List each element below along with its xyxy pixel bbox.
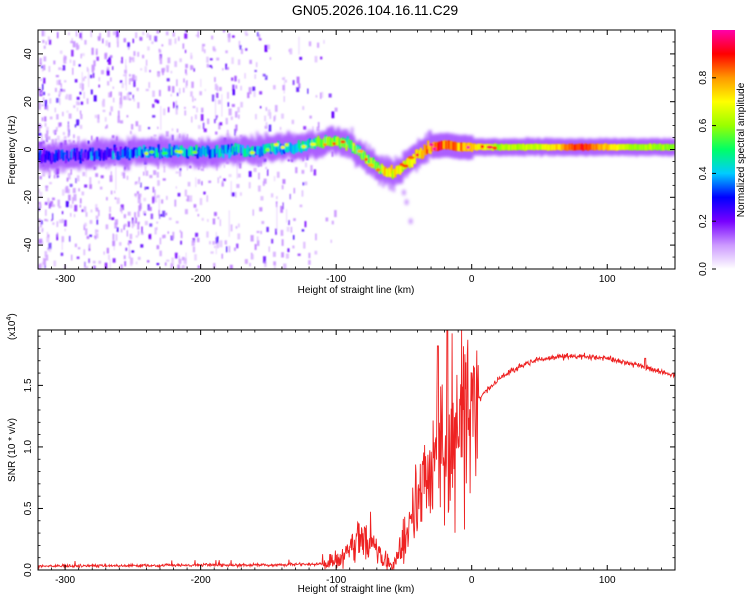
snr-background bbox=[38, 330, 675, 570]
snr-y-tick-label: 0.5 bbox=[23, 501, 34, 515]
snr-y-multiplier: (x104) bbox=[6, 313, 18, 340]
spectrogram-x-label: Height of straight line (km) bbox=[298, 285, 415, 296]
spectrogram-y-tick-label: -40 bbox=[23, 237, 34, 252]
snr-y-tick-label: 1.5 bbox=[23, 378, 34, 392]
snr-y-label: SNR (10 * v/v) bbox=[7, 418, 18, 482]
spectrogram-x-tick-label: -200 bbox=[191, 274, 211, 285]
colorbar-tick-label: 0.4 bbox=[698, 166, 709, 180]
snr-y-multiplier-exp: 4 bbox=[6, 317, 13, 321]
snr-frame bbox=[37, 329, 676, 571]
spectrogram-x-tick-label: 100 bbox=[599, 274, 616, 285]
spectrogram-x-tick-label: 0 bbox=[469, 274, 475, 285]
snr-panel: -300 -200 -100 0 100 0.0 0.5 1.0 1.5 Height of … bbox=[6, 313, 676, 595]
spectrogram-x-tick-label: -100 bbox=[326, 274, 346, 285]
spectrogram-y-tick-label: -20 bbox=[23, 190, 34, 205]
spectrogram-x-tick-label: -300 bbox=[55, 274, 75, 285]
spectrogram-y-tick-label: 0 bbox=[23, 146, 34, 152]
snr-y-multiplier-base: (x10 bbox=[7, 320, 18, 340]
spectrogram-y-label: Frequency (Hz) bbox=[7, 116, 18, 185]
snr-x-tick-label: 100 bbox=[599, 575, 616, 586]
colorbar-tick-label: 0.2 bbox=[698, 214, 709, 228]
spectrogram-y-tick-label: 20 bbox=[23, 96, 34, 108]
colorbar: 0.0 0.2 0.4 0.6 0.8 Normalized spectral ampl… bbox=[698, 30, 747, 276]
snr-y-tick-label: 1.0 bbox=[23, 440, 34, 454]
svg-text:(x104): (x104) bbox=[6, 313, 18, 340]
colorbar-gradient bbox=[712, 30, 735, 269]
figure-title: GN05.2026.104.16.11.C29 bbox=[292, 2, 459, 18]
snr-x-tick-label: -100 bbox=[326, 575, 346, 586]
spectrogram-ridge bbox=[38, 125, 675, 225]
colorbar-tick-label: 0.6 bbox=[698, 118, 709, 132]
snr-y-ticks: 0.0 0.5 1.0 1.5 bbox=[23, 335, 675, 577]
colorbar-tick-label: 0.0 bbox=[698, 262, 709, 276]
snr-x-tick-label: -200 bbox=[191, 575, 211, 586]
snr-y-multiplier-close: ) bbox=[7, 313, 18, 316]
colorbar-ticks: 0.0 0.2 0.4 0.6 0.8 bbox=[698, 70, 716, 276]
spectrogram-y-tick-label: 40 bbox=[23, 48, 34, 60]
snr-x-tick-label: 0 bbox=[469, 575, 475, 586]
snr-series-line bbox=[38, 330, 675, 570]
spectrogram-x-ticks: -300 -200 -100 0 100 bbox=[37, 30, 662, 285]
colorbar-label: Normalized spectral amplitude bbox=[736, 82, 747, 217]
snr-y-tick-label: 0.0 bbox=[23, 563, 34, 577]
snr-x-label: Height of straight line (km) bbox=[298, 584, 415, 595]
snr-x-tick-label: -300 bbox=[55, 575, 75, 586]
colorbar-tick-label: 0.8 bbox=[698, 70, 709, 84]
spectrogram-y-ticks: -40 -20 0 20 40 bbox=[23, 29, 675, 270]
snr-x-ticks: -300 -200 -100 0 100 bbox=[37, 330, 662, 586]
